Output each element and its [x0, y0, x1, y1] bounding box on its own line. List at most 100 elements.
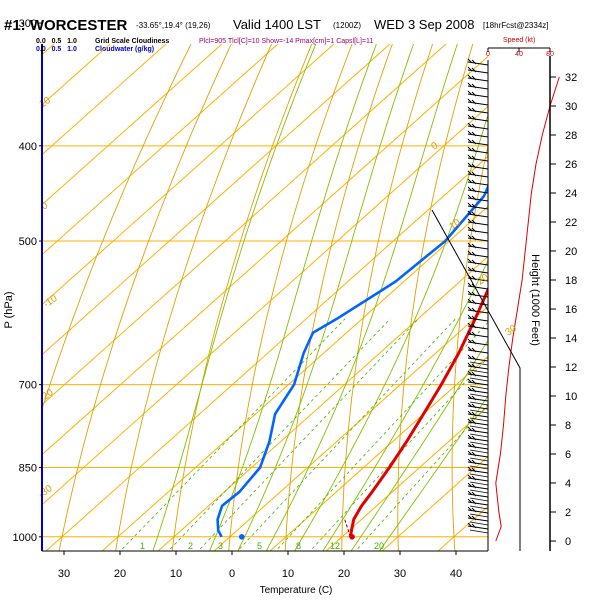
height-tick-label: 30: [565, 101, 577, 113]
pressure-tick-label: 1000: [13, 532, 37, 544]
wind-barb: [467, 506, 489, 514]
height-tick-label: 22: [565, 217, 577, 229]
wind-barb: [467, 306, 489, 314]
isotherm-line: [42, 44, 391, 356]
valid-time: Valid 1400 LST: [233, 17, 321, 32]
cloud-legend-label-1: Grid Scale Cloudiness: [95, 38, 169, 45]
mixing-ratio-line: [119, 318, 346, 551]
height-tick-label: 4: [565, 478, 571, 490]
x-tick-label: 20: [338, 568, 350, 580]
wind-barb: [467, 226, 489, 234]
dry-adiabat-label: 0: [39, 200, 50, 212]
isotherm-line: [42, 55, 488, 456]
wind-barb: [467, 74, 489, 82]
height-tick-label: 2: [565, 507, 571, 519]
height-tick-label: 26: [565, 159, 577, 171]
wind-barb: [467, 514, 489, 522]
wind-barb: [467, 490, 489, 498]
wind-barb: [469, 465, 489, 470]
height-tick-label: 28: [565, 130, 577, 142]
wind-barb: [467, 178, 489, 186]
wind-barb: [467, 154, 489, 162]
dry-adiabat-label: 0: [429, 140, 440, 152]
isotherm-line: [42, 44, 167, 156]
moist-adiabat: [378, 395, 488, 551]
wind-barb: [469, 369, 489, 374]
wind-barb: [467, 434, 489, 442]
wind-barb: [467, 234, 489, 242]
mixing-ratio-label: 12: [330, 541, 340, 551]
mixing-ratio-line: [167, 318, 391, 551]
wind-barb: [467, 146, 489, 154]
isotherm-line: [42, 44, 223, 206]
forecast-date: WED 3 Sep 2008: [374, 17, 474, 32]
dry-adiabat-label: 20: [475, 272, 491, 288]
wind-barb: [467, 522, 489, 530]
height-tick-label: 10: [565, 391, 577, 403]
wind-barb: [469, 425, 489, 430]
height-tick-label: 14: [565, 333, 577, 345]
station-coords: -33.65°,19.4° (19,26): [136, 21, 211, 30]
height-tick-label: 20: [565, 246, 577, 258]
pressure-tick-label: 500: [19, 236, 37, 248]
wind-barb: [469, 409, 489, 414]
wind-barb: [467, 386, 489, 394]
x-axis-label: Temperature (C): [260, 585, 333, 596]
isotherm-line: [325, 405, 488, 551]
wind-barb: [467, 90, 489, 98]
isotherm-line: [213, 305, 488, 551]
wind-barb: [467, 66, 489, 74]
wind-barb: [467, 354, 489, 362]
wind-barb: [467, 394, 489, 402]
wind-barb: [467, 426, 489, 434]
moist-adiabat: [265, 44, 458, 551]
wind-barb: [467, 202, 489, 210]
isotherm-line: [42, 44, 279, 256]
mixing-ratio-line: [275, 321, 488, 551]
y-axis-label: P (hPa): [3, 291, 15, 328]
dry-adiabat-label: -10: [41, 293, 60, 311]
wind-barb: [467, 410, 489, 418]
pressure-tick-label: 300: [19, 18, 37, 30]
wind-barb: [467, 370, 489, 378]
mixing-ratio-label: 20: [374, 541, 384, 551]
wind-barb: [467, 186, 489, 194]
dry-adiabat-label: -30: [36, 483, 55, 501]
wind-barb: [467, 162, 489, 170]
wind-barb: [467, 418, 489, 426]
x-tick-label: 10: [282, 568, 294, 580]
x-tick-label: 30: [58, 568, 70, 580]
speed-tick-label: 0: [486, 51, 490, 58]
speed-axis-label: Speed (kt): [503, 37, 535, 44]
dry-adiabat: [341, 44, 434, 551]
dry-adiabat: [451, 143, 488, 551]
axes: 1235812200102030100-10-20-30250300400500…: [3, 18, 577, 596]
wind-barb: [467, 466, 489, 474]
wind-barbs: [467, 58, 489, 540]
dry-adiabat: [397, 44, 474, 551]
wind-barb: [467, 122, 489, 130]
stability-indices: Plcl=905 Tlcl[C]=10 Show=-14 Pmax[cm]=1 …: [199, 38, 373, 45]
isotherm-line: [487, 0, 600, 558]
wind-speed-line: [495, 76, 560, 542]
mixing-ratio-label: 1: [140, 541, 145, 551]
wind-barb: [467, 322, 489, 330]
moist-adiabat: [237, 44, 415, 551]
x-tick-label: 30: [394, 568, 406, 580]
isotherm-line: [42, 44, 335, 306]
height-tick-label: 24: [565, 188, 577, 200]
wind-barb: [469, 385, 489, 390]
wind-barb: [467, 346, 489, 354]
wind-barb: [469, 393, 489, 398]
dry-adiabat: [115, 44, 273, 551]
wind-barb: [469, 449, 489, 454]
isotherm-line: [157, 255, 488, 551]
wind-barb: [467, 138, 489, 146]
dry-adiabat: [284, 44, 393, 551]
wind-barb: [467, 98, 489, 106]
station-title: #1: WORCESTER: [4, 17, 128, 34]
wind-barb: [467, 218, 489, 226]
wind-barb: [467, 210, 489, 218]
isotherm-line: [42, 44, 447, 406]
wind-barb: [467, 498, 489, 506]
